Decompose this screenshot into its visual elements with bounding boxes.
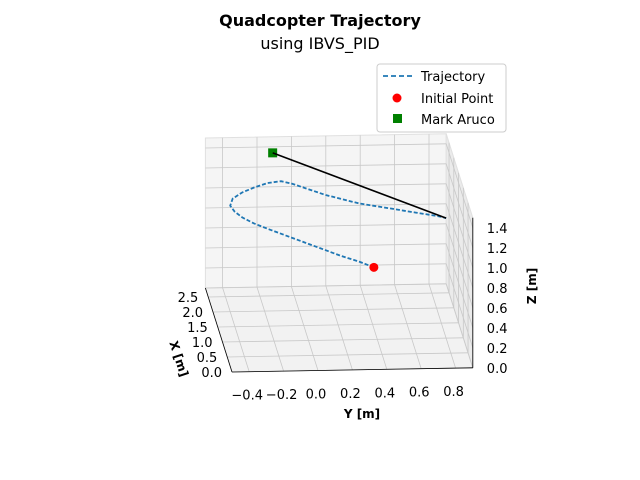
grid-line [394,284,422,369]
axes-panes [204,133,474,373]
z-axis-label: Z [m] [525,268,539,304]
grid-line [222,287,250,372]
y-tick-label: −0.2 [266,388,298,403]
grid-line [325,285,353,371]
x-axis-line [205,287,233,373]
z-tick-label: 0.8 [487,282,508,297]
grid-line [222,337,464,343]
x-tick-label: 1.5 [187,321,208,336]
x-tick-label: 0.5 [197,351,218,366]
grid-line [217,322,459,328]
legend-mark-aruco-swatch [393,114,402,123]
legend-frame [376,63,507,133]
chart-subtitle: using IBVS_PID [260,34,379,54]
grid-line [445,223,474,308]
grid-line [445,183,474,268]
z-tick-label: 0.4 [487,322,508,337]
initial-point-marker [369,262,379,272]
y-tick-label: −0.4 [231,389,263,404]
z-tick-label: 0.6 [487,302,508,317]
grid-line [205,203,447,209]
legend-initial-point-swatch [392,93,402,103]
grid-line [205,183,447,189]
y-tick-label: 0.8 [443,385,464,400]
grid-line [208,292,450,298]
trajectory-line [229,180,447,269]
z-tick-label: 0.2 [487,342,508,357]
grid-line [205,143,447,149]
legend-initial-point-label: Initial Point [421,92,493,107]
z-tick-label: 1.4 [487,222,508,237]
axes-ticks: 0.00.51.01.52.02.5−0.4 −0.2 0.0 0.2 0.4 0.6 0.… [178,217,508,404]
grid-line [445,243,474,328]
x-tick-label: 1.0 [192,336,213,351]
grid-line [212,307,454,313]
y-tick-label: 0.0 [306,388,327,403]
grid-line [445,283,474,368]
z-tick-label: 0.0 [487,362,508,377]
z-tick-label: 1.2 [487,242,508,257]
grid-line [227,352,469,358]
y-axis-line [231,367,473,373]
legend: Trajectory Initial Point Mark Aruco [376,63,507,133]
y-tick-label: 0.4 [374,386,395,401]
grid-line [445,203,474,288]
x-tick-label: 0.0 [201,366,222,381]
grid-line [445,143,474,228]
y-axis-label: Y [m] [343,407,380,421]
grid-line [359,285,388,370]
x-axis-label: X [m] [166,339,191,378]
x-tick-label: 2.5 [178,291,199,306]
grid-line [445,163,474,248]
mark-aruco-marker [268,148,278,158]
y-tick-label: 0.2 [340,387,361,402]
grid-line [205,223,447,229]
legend-trajectory-label: Trajectory [420,70,485,85]
legend-mark-aruco-label: Mark Aruco [421,113,495,128]
grid-line [428,283,456,369]
y-tick-label: 0.6 [409,386,430,401]
grid-line [205,283,447,289]
grid-line [445,263,474,348]
marker-connector-line [272,152,447,219]
x-tick-label: 2.0 [182,306,203,321]
grid-line [205,243,447,249]
grid-line [256,286,284,372]
grid-line [291,286,319,371]
z-tick-label: 1.0 [487,262,508,277]
grid-line [205,263,447,269]
chart-title: Quadcopter Trajectory [219,11,421,30]
plot-area [229,148,447,272]
grid-line [205,163,447,169]
